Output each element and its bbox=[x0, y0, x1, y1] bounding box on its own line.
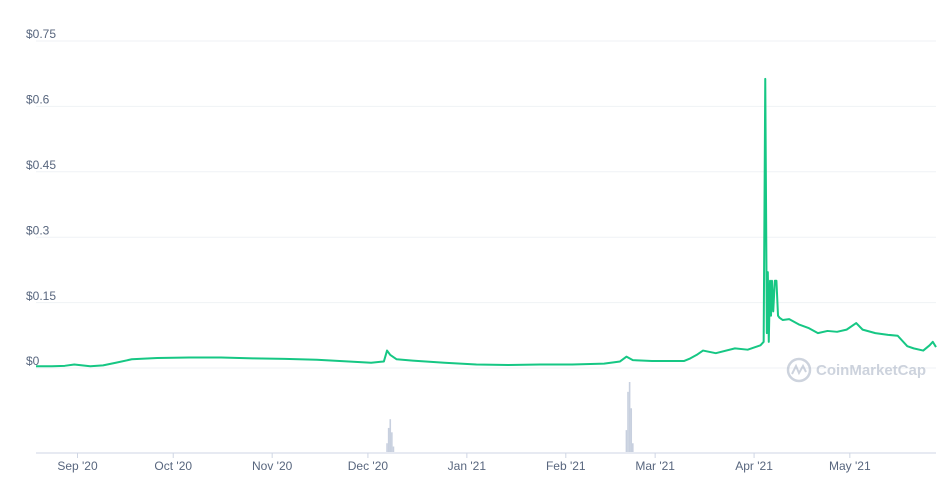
volume-bar bbox=[386, 443, 388, 452]
plot: $0 $0.15 $0.3 $0.45 $0.6 $0.75 Sep '20 Oct '20 N… bbox=[26, 27, 937, 473]
y-tick-label: $0.45 bbox=[26, 158, 56, 172]
x-tick-label: Apr '21 bbox=[735, 459, 773, 473]
x-tick-label: Jan '21 bbox=[448, 459, 487, 473]
x-tick-label: May '21 bbox=[829, 459, 871, 473]
y-tick-label: $0 bbox=[26, 354, 40, 368]
watermark-logo-mark bbox=[791, 363, 807, 376]
x-tick-label: Sep '20 bbox=[57, 459, 98, 473]
y-tick-label: $0.15 bbox=[26, 289, 56, 303]
x-tick-label: Feb '21 bbox=[546, 459, 586, 473]
volume-bar bbox=[625, 430, 628, 452]
watermark: CoinMarketCap bbox=[786, 357, 926, 383]
y-tick-label: $0.3 bbox=[26, 223, 50, 237]
volume-bar bbox=[392, 446, 395, 452]
volume-bar bbox=[627, 391, 629, 452]
volume-bar bbox=[628, 382, 631, 452]
watermark-logo bbox=[786, 357, 812, 383]
volume-bar bbox=[387, 427, 390, 452]
watermark-text: CoinMarketCap bbox=[816, 362, 926, 379]
price-line bbox=[36, 77, 937, 368]
x-tick-label: Mar '21 bbox=[635, 459, 675, 473]
volume-bar bbox=[632, 443, 634, 452]
volume-bar bbox=[630, 408, 633, 452]
volume-bar bbox=[389, 419, 392, 452]
x-tick-label: Nov '20 bbox=[252, 459, 293, 473]
y-tick-label: $0.75 bbox=[26, 27, 56, 41]
volume-bar bbox=[391, 432, 393, 452]
x-tick-label: Dec '20 bbox=[348, 459, 389, 473]
x-tick-label: Oct '20 bbox=[154, 459, 192, 473]
y-tick-label: $0.6 bbox=[26, 93, 50, 107]
